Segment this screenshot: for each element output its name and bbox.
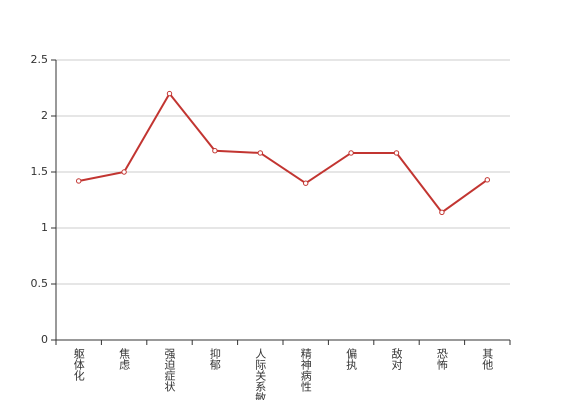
point: [76, 178, 82, 184]
x-tick-label: 敌对: [390, 347, 403, 370]
point: [484, 177, 490, 183]
x-tick-label: 精神病性: [299, 348, 312, 393]
point: [348, 150, 354, 156]
x-tick-label: 躯体化: [72, 348, 85, 382]
point: [166, 90, 173, 97]
point: [303, 180, 309, 186]
line: [78, 91, 488, 214]
y-tick-label: 0.5: [31, 277, 49, 290]
x-tick-label: 偏执: [345, 347, 358, 371]
x-tick-label: 焦虑: [118, 348, 131, 370]
y-tick-label: 2.5: [31, 53, 49, 66]
point: [257, 150, 263, 156]
y-tick-label: 0: [41, 333, 48, 346]
x-tick-label: 其他: [481, 348, 494, 370]
point: [121, 169, 127, 175]
x-tick-label: 抑郁: [208, 347, 221, 370]
point: [439, 209, 445, 216]
y-tick-label: 1.5: [31, 165, 49, 178]
y-tick-label: 2: [41, 109, 48, 122]
y-tick-label: 1: [41, 221, 48, 234]
x-tick-label: 强迫症状: [163, 348, 176, 392]
point: [393, 150, 400, 156]
point: [212, 148, 218, 154]
x-tick-label: 人际关系敏感: [254, 348, 267, 400]
x-tick-label: 恐怖: [435, 348, 448, 370]
